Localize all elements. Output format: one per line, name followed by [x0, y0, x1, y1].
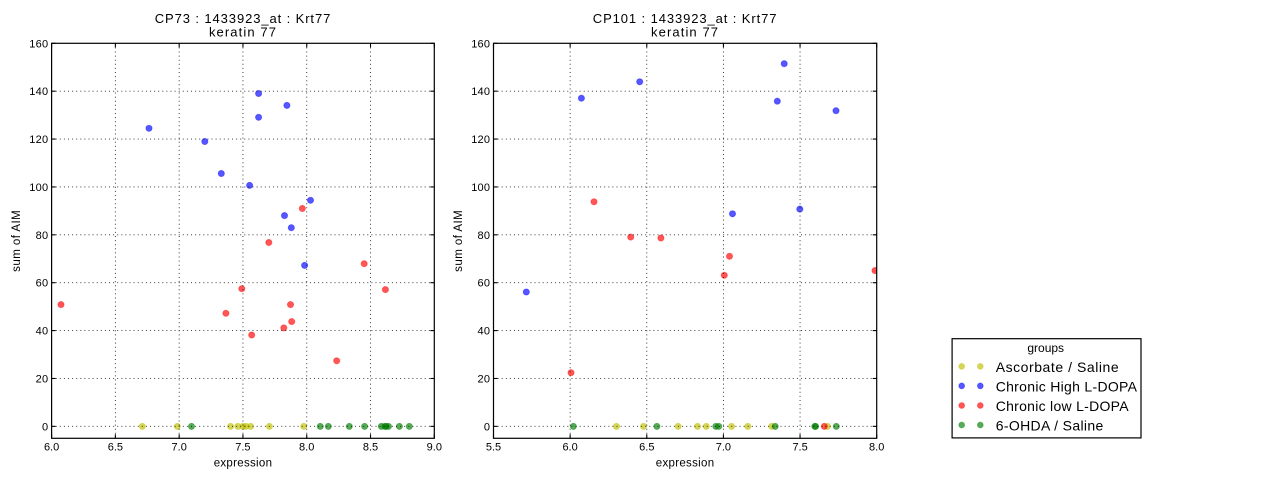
svg-text:0: 0 — [484, 421, 490, 433]
svg-text:sum of AIM: sum of AIM — [11, 210, 23, 272]
svg-text:60: 60 — [36, 278, 49, 290]
svg-text:5.5: 5.5 — [486, 442, 501, 454]
svg-text:sum of AIM: sum of AIM — [453, 210, 465, 272]
svg-text:80: 80 — [478, 230, 491, 242]
svg-text:6.5: 6.5 — [108, 442, 123, 454]
svg-text:0: 0 — [42, 421, 48, 433]
svg-text:20: 20 — [36, 374, 49, 386]
svg-text:CP73 : 1433923_at : Krt77: CP73 : 1433923_at : Krt77 — [155, 11, 331, 26]
svg-text:keratin 77: keratin 77 — [651, 25, 719, 40]
svg-text:140: 140 — [471, 86, 490, 98]
svg-text:120: 120 — [29, 134, 48, 146]
svg-text:160: 160 — [471, 38, 490, 50]
svg-text:7.5: 7.5 — [235, 442, 250, 454]
svg-text:expression: expression — [214, 457, 273, 469]
svg-text:6.0: 6.0 — [562, 442, 577, 454]
svg-text:6.0: 6.0 — [44, 442, 59, 454]
svg-text:9.0: 9.0 — [427, 442, 442, 454]
svg-text:160: 160 — [29, 38, 48, 50]
svg-text:Ascorbate / Saline: Ascorbate / Saline — [996, 359, 1120, 375]
svg-text:120: 120 — [471, 134, 490, 146]
svg-text:6-OHDA / Saline: 6-OHDA / Saline — [996, 417, 1104, 433]
svg-text:100: 100 — [471, 182, 490, 194]
svg-text:Chronic High L-DOPA: Chronic High L-DOPA — [996, 378, 1138, 394]
svg-text:40: 40 — [478, 326, 491, 338]
svg-text:6.5: 6.5 — [639, 442, 654, 454]
svg-text:keratin 77: keratin 77 — [209, 25, 277, 40]
svg-text:40: 40 — [36, 326, 49, 338]
svg-text:20: 20 — [478, 374, 491, 386]
svg-text:7.0: 7.0 — [716, 442, 731, 454]
svg-text:8.5: 8.5 — [363, 442, 378, 454]
svg-text:7.0: 7.0 — [172, 442, 187, 454]
svg-text:groups: groups — [1027, 341, 1064, 355]
svg-text:Chronic low L-DOPA: Chronic low L-DOPA — [996, 398, 1130, 414]
svg-text:8.0: 8.0 — [299, 442, 314, 454]
svg-text:8.0: 8.0 — [869, 442, 884, 454]
svg-text:80: 80 — [36, 230, 49, 242]
svg-text:100: 100 — [29, 182, 48, 194]
svg-text:expression: expression — [656, 457, 715, 469]
svg-text:7.5: 7.5 — [792, 442, 807, 454]
svg-text:60: 60 — [478, 278, 491, 290]
svg-text:CP101 : 1433923_at : Krt77: CP101 : 1433923_at : Krt77 — [593, 11, 778, 26]
svg-text:140: 140 — [29, 86, 48, 98]
